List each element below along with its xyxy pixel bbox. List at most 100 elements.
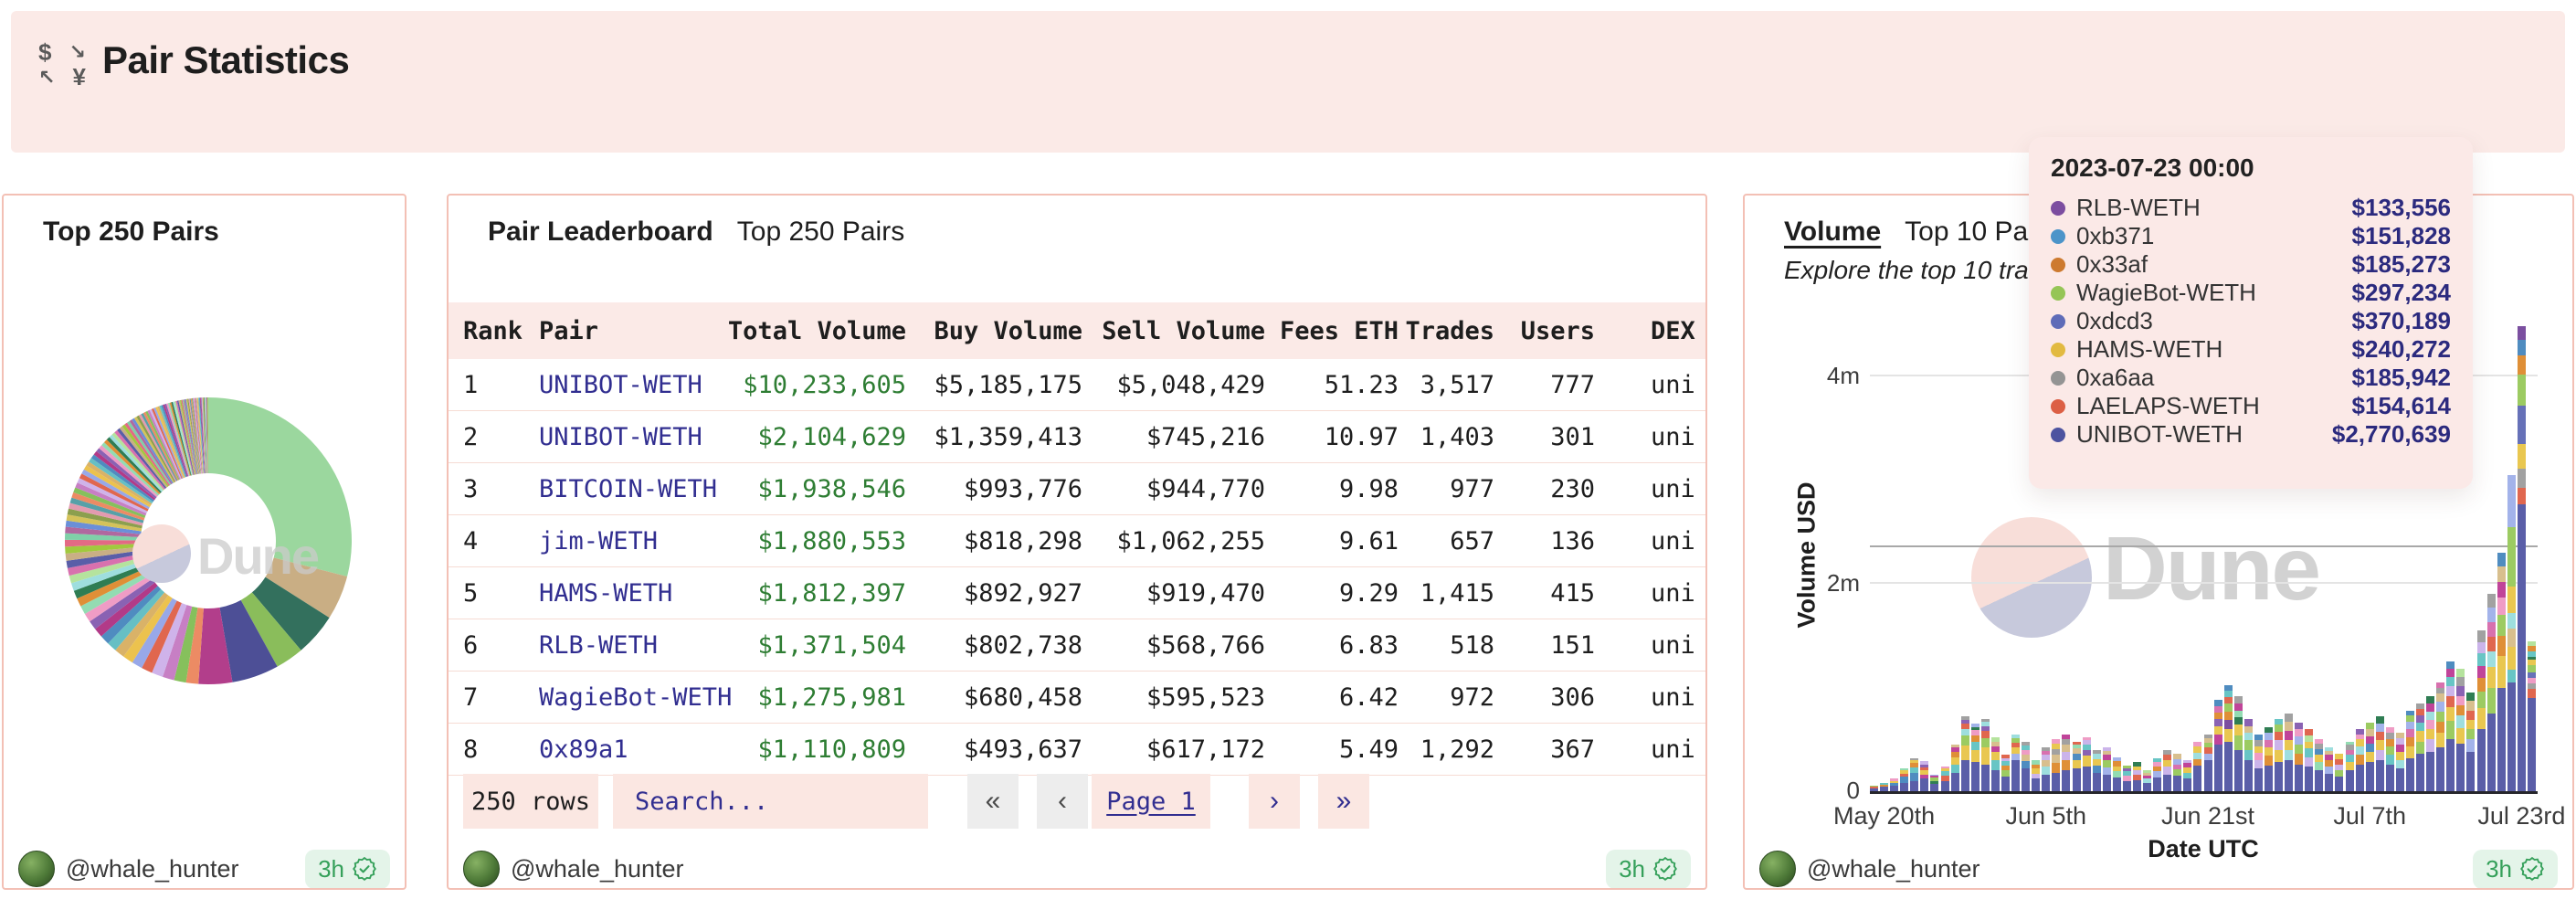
donut-slice[interactable] — [199, 397, 206, 474]
stacked-bar[interactable] — [1980, 718, 1990, 791]
donut-slice[interactable] — [164, 403, 189, 477]
donut-slice[interactable] — [66, 514, 143, 532]
donut-slice[interactable] — [90, 454, 154, 502]
donut-slice[interactable] — [71, 492, 145, 521]
donut-slice[interactable] — [265, 557, 348, 619]
donut-slice[interactable] — [163, 605, 193, 681]
donut-slice[interactable] — [167, 402, 191, 476]
donut-slice[interactable] — [90, 578, 155, 629]
donut-slice[interactable] — [77, 567, 149, 607]
stacked-bar[interactable] — [2335, 754, 2344, 791]
donut-slice[interactable] — [190, 398, 201, 474]
freshness-badge[interactable]: 3h — [305, 849, 390, 888]
pair-link[interactable]: 0x89a1 — [539, 735, 628, 764]
stacked-bar[interactable] — [2436, 682, 2445, 791]
stacked-bar[interactable] — [2112, 756, 2121, 791]
donut-slice[interactable] — [132, 598, 177, 669]
donut-slice[interactable] — [152, 603, 187, 677]
stacked-bar[interactable] — [2052, 739, 2061, 791]
donut-slice[interactable] — [70, 560, 145, 591]
stacked-bar[interactable] — [2092, 749, 2101, 791]
donut-slice[interactable] — [84, 575, 153, 622]
first-page-button[interactable]: « — [967, 774, 1019, 829]
donut-slice[interactable] — [67, 554, 143, 576]
donut-slice[interactable] — [64, 539, 142, 547]
donut-slice[interactable] — [69, 556, 144, 584]
donut-slice[interactable] — [138, 414, 177, 482]
donut-slice[interactable] — [103, 439, 161, 495]
donut-slice[interactable] — [133, 417, 174, 483]
stacked-bar[interactable] — [2446, 661, 2455, 791]
stacked-bar[interactable] — [2295, 723, 2304, 791]
donut-slice[interactable] — [141, 413, 178, 481]
donut-slice[interactable] — [65, 533, 142, 541]
stacked-bar[interactable] — [1870, 786, 1878, 791]
stacked-bar[interactable] — [2122, 765, 2131, 791]
donut-slice[interactable] — [143, 411, 179, 481]
donut-slice[interactable] — [182, 399, 197, 475]
donut-slice[interactable] — [117, 428, 167, 489]
donut-slice[interactable] — [73, 564, 147, 599]
donut-slice[interactable] — [174, 606, 198, 683]
pair-link[interactable]: UNIBOT-WETH — [539, 370, 702, 399]
pair-link[interactable]: UNIBOT-WETH — [539, 422, 702, 451]
donut-slice[interactable] — [240, 592, 301, 667]
stacked-bar[interactable] — [1990, 737, 2000, 791]
pair-link[interactable]: jim-WETH — [539, 526, 659, 555]
stacked-bar[interactable] — [2163, 749, 2172, 791]
donut-slice[interactable] — [69, 497, 144, 524]
donut-slice[interactable] — [169, 402, 191, 476]
donut-slice[interactable] — [198, 607, 233, 684]
stacked-bar[interactable] — [2254, 734, 2263, 791]
donut-slice[interactable] — [208, 397, 352, 577]
stacked-bar[interactable] — [2223, 685, 2233, 791]
donut-slice[interactable] — [206, 397, 208, 474]
donut-slice[interactable] — [69, 502, 143, 526]
donut-slice[interactable] — [115, 592, 169, 657]
donut-slice[interactable] — [206, 397, 208, 474]
donut-slice[interactable] — [171, 401, 192, 476]
donut-slice[interactable] — [145, 410, 180, 481]
stacked-bar[interactable] — [2527, 640, 2536, 791]
stacked-bar[interactable] — [2315, 739, 2324, 791]
donut-slice[interactable] — [101, 442, 160, 496]
stacked-bar[interactable] — [2132, 762, 2141, 791]
donut-slice[interactable] — [185, 608, 204, 684]
stacked-bar[interactable] — [2001, 755, 2010, 791]
pair-link[interactable]: HAMS-WETH — [539, 578, 673, 608]
donut-slice[interactable] — [187, 398, 199, 474]
donut-slice[interactable] — [185, 398, 198, 474]
stacked-bar[interactable] — [2082, 737, 2091, 791]
stacked-bar[interactable] — [2143, 770, 2152, 791]
donut-slice[interactable] — [174, 401, 194, 476]
donut-slice[interactable] — [81, 469, 150, 510]
donut-slice[interactable] — [196, 397, 204, 474]
freshness-badge[interactable]: 3h — [2473, 849, 2558, 888]
donut-slice[interactable] — [108, 588, 165, 650]
donut-slice[interactable] — [198, 397, 205, 474]
stacked-bar[interactable] — [2193, 741, 2202, 791]
donut-slice[interactable] — [65, 546, 142, 561]
donut-slice[interactable] — [203, 397, 206, 474]
donut-slice[interactable] — [147, 409, 181, 480]
freshness-badge[interactable]: 3h — [1606, 849, 1691, 888]
pair-link[interactable]: BITCOIN-WETH — [539, 474, 718, 503]
stacked-bar[interactable] — [2305, 728, 2314, 791]
stacked-bar[interactable] — [1950, 744, 1959, 791]
stacked-bar[interactable] — [2264, 726, 2273, 791]
stacked-bar[interactable] — [2476, 630, 2486, 791]
donut-slice[interactable] — [204, 397, 207, 474]
stacked-bar[interactable] — [2456, 669, 2465, 791]
stacked-bar[interactable] — [2011, 734, 2021, 791]
stacked-bar[interactable] — [2406, 710, 2414, 791]
donut-slice[interactable] — [189, 398, 200, 474]
stacked-bar[interactable] — [2203, 734, 2212, 791]
stacked-bar[interactable] — [1940, 766, 1949, 791]
stacked-bar[interactable] — [2233, 695, 2243, 791]
donut-slice[interactable] — [106, 437, 162, 493]
stacked-bar[interactable] — [2153, 757, 2162, 791]
donut-slice[interactable] — [65, 544, 142, 555]
stacked-bar[interactable] — [2062, 734, 2071, 791]
donut-slice[interactable] — [142, 600, 182, 673]
donut-slice[interactable] — [151, 407, 183, 480]
